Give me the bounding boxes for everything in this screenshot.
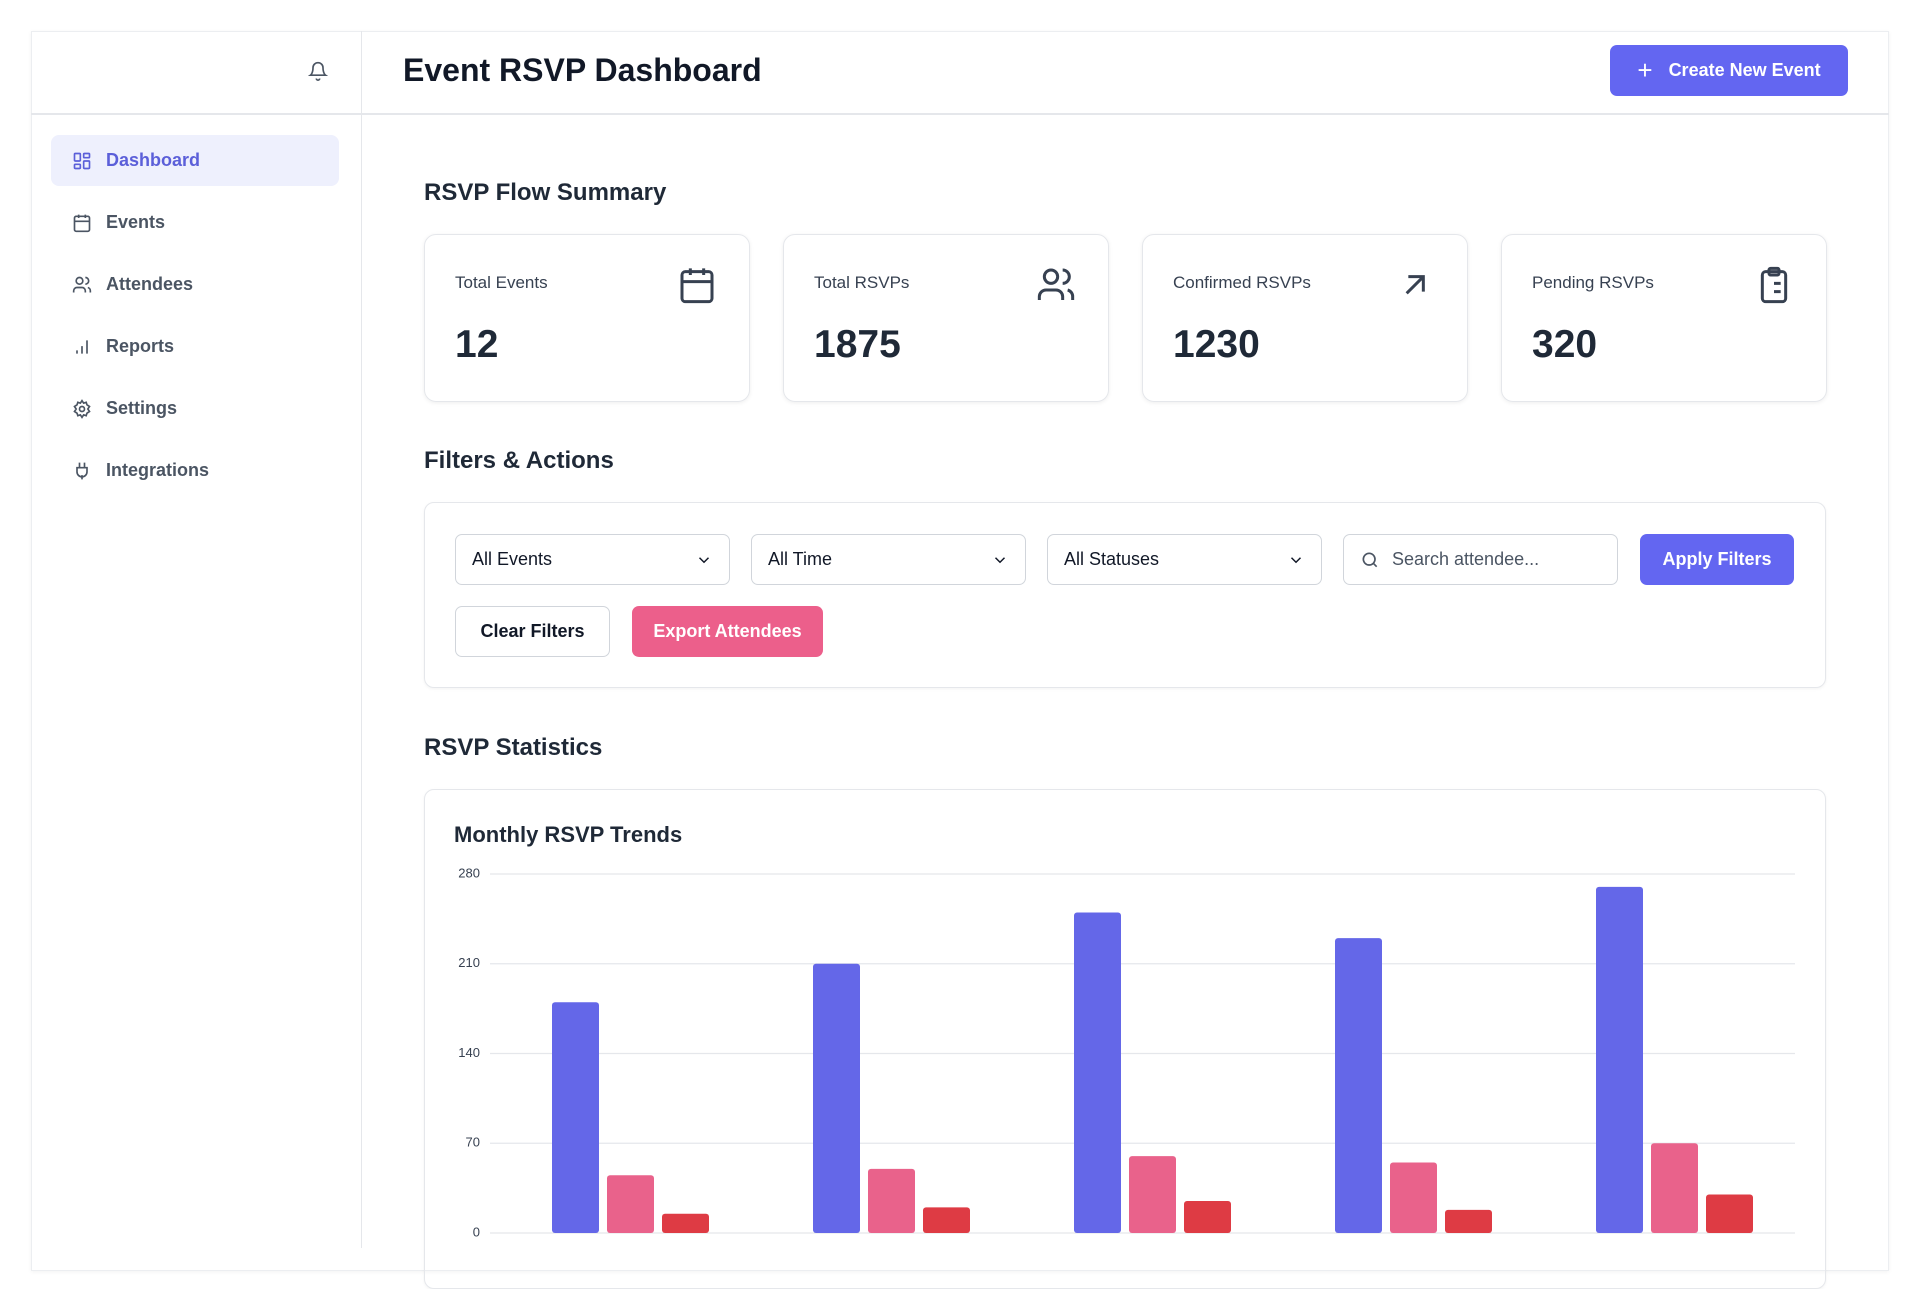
bar	[1390, 1162, 1437, 1233]
card-label: Total RSVPs	[814, 273, 910, 292]
filter-select[interactable]: All Events	[455, 534, 730, 585]
create-label: Create New Event	[1668, 60, 1821, 80]
bar	[1445, 1209, 1492, 1233]
card-value: 1875	[814, 323, 901, 366]
bar	[552, 1002, 599, 1233]
nav-item[interactable]: Events	[51, 197, 339, 248]
section-title: RSVP Statistics	[424, 734, 603, 761]
bar	[1335, 938, 1382, 1233]
bar	[813, 963, 860, 1233]
card-value: 320	[1532, 323, 1598, 366]
select-label: All Statuses	[1064, 549, 1160, 569]
chevron-icon	[698, 556, 710, 563]
nav-icon	[76, 462, 88, 479]
sidebar-divider	[361, 31, 362, 1248]
summary-card: Pending RSVPs 320	[1501, 234, 1827, 402]
bar	[1074, 912, 1121, 1233]
nav-label: Settings	[106, 398, 178, 418]
bar	[923, 1207, 970, 1233]
card-icon	[1037, 268, 1075, 300]
nav-icon	[73, 398, 91, 419]
apply-button[interactable]: Apply Filters	[1640, 534, 1794, 585]
bar	[1596, 886, 1643, 1233]
chevron-icon	[1290, 556, 1302, 563]
search-input[interactable]: Search attendee...	[1343, 534, 1618, 585]
bar	[1706, 1194, 1753, 1233]
card-value: 1230	[1173, 323, 1260, 366]
y-tick-label: 210	[458, 955, 480, 970]
chart: Monthly RSVP Trends 0 70 140 210 280	[454, 822, 1795, 1239]
nav-label: Reports	[106, 336, 175, 356]
y-tick-label: 140	[458, 1045, 480, 1060]
card-label: Confirmed RSVPs	[1173, 273, 1311, 292]
bar	[1184, 1200, 1231, 1233]
nav-icon	[76, 339, 88, 354]
filter-panel	[424, 502, 1826, 688]
card-value: 12	[455, 323, 499, 366]
export-button[interactable]: Export Attendees	[632, 606, 823, 657]
select-label: All Time	[768, 549, 833, 569]
nav-label: Events	[106, 212, 166, 232]
nav-label: Attendees	[106, 274, 194, 294]
plus-icon: +	[1637, 55, 1653, 85]
create-button[interactable]: + Create New Event	[1610, 45, 1848, 96]
bar	[1651, 1143, 1698, 1233]
y-tick-label: 70	[466, 1135, 480, 1150]
filter-select[interactable]: All Time	[751, 534, 1026, 585]
search-placeholder: Search attendee...	[1392, 549, 1540, 569]
section-title: Filters & Actions	[424, 447, 614, 474]
card-icon	[1760, 266, 1788, 304]
clear-button[interactable]: Clear Filters	[455, 606, 610, 657]
card-label: Total Events	[455, 273, 548, 292]
y-tick-label: 280	[458, 865, 480, 880]
nav-item[interactable]: Dashboard	[51, 135, 339, 186]
nav-item[interactable]: Reports	[51, 321, 339, 372]
chevron-icon	[994, 556, 1006, 563]
card-label: Pending RSVPs	[1532, 273, 1654, 292]
chart-title: Monthly RSVP Trends	[454, 822, 682, 847]
bar	[607, 1175, 654, 1233]
nav-icon	[73, 152, 91, 169]
page: Event RSVP Dashboard + Create New Event D…	[31, 31, 1889, 1289]
card-icon	[1405, 275, 1425, 295]
summary-card: Total Events 12	[424, 234, 750, 402]
search-icon	[1362, 552, 1378, 567]
card-icon	[680, 268, 714, 304]
summary-card: Total RSVPs 1875	[783, 234, 1109, 402]
summary-card: Confirmed RSVPs 1230	[1142, 234, 1468, 402]
select-label: All Events	[472, 549, 553, 569]
bell-icon[interactable]	[308, 61, 328, 81]
y-tick-label: 0	[473, 1224, 480, 1239]
nav-label: Dashboard	[106, 150, 201, 170]
header-divider	[31, 113, 1889, 115]
bar	[868, 1168, 915, 1233]
nav-item[interactable]: Settings	[51, 383, 339, 434]
nav-item[interactable]: Integrations	[51, 445, 339, 496]
page-title: Event RSVP Dashboard	[403, 52, 762, 88]
nav-item[interactable]: Attendees	[51, 259, 339, 310]
filter-select[interactable]: All Statuses	[1047, 534, 1322, 585]
section-title: RSVP Flow Summary	[424, 179, 667, 206]
bar	[662, 1213, 709, 1233]
nav-label: Integrations	[106, 460, 210, 480]
nav-icon	[72, 276, 92, 292]
bar	[1129, 1156, 1176, 1233]
nav-icon	[73, 214, 91, 232]
